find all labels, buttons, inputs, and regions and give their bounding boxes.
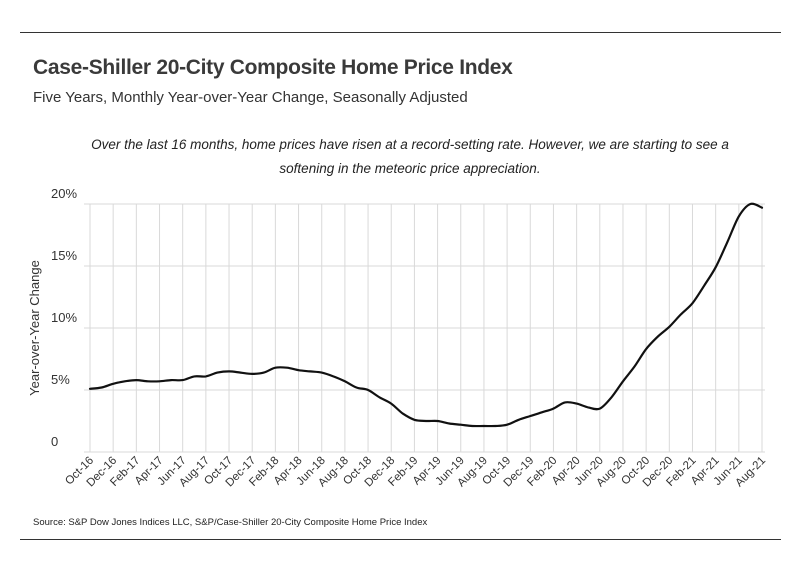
- grid-lines: [84, 203, 765, 453]
- y-axis-label: Year-over-Year Change: [27, 260, 42, 396]
- y-tick-label: 15%: [51, 248, 77, 263]
- x-axis-ticks: Oct-16Dec-16Feb-17Apr-17Jun-17Aug-17Oct-…: [63, 455, 768, 490]
- top-rule: [20, 32, 781, 33]
- y-tick-label: 5%: [51, 372, 70, 387]
- y-tick-label: 20%: [51, 186, 77, 201]
- source-note: Source: S&P Dow Jones Indices LLC, S&P/C…: [33, 517, 428, 528]
- y-tick-label: 0: [51, 434, 58, 449]
- chart-title: Case-Shiller 20-City Composite Home Pric…: [33, 56, 513, 79]
- chart-annotation: Over the last 16 months, home prices hav…: [91, 137, 729, 176]
- series-line: [88, 202, 764, 428]
- bottom-rule: [20, 539, 781, 540]
- chart-subtitle: Five Years, Monthly Year-over-Year Chang…: [33, 89, 468, 106]
- y-axis-ticks: 0 5% 10% 15% 20%: [51, 186, 77, 449]
- y-tick-label: 10%: [51, 310, 77, 325]
